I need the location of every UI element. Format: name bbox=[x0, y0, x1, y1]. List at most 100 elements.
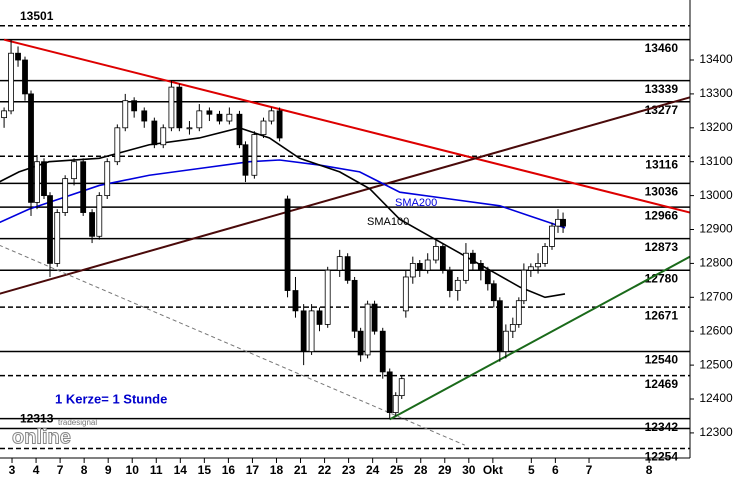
candle-body bbox=[316, 310, 323, 325]
candle-body bbox=[324, 269, 331, 325]
candle-body bbox=[122, 100, 129, 129]
candle-body bbox=[502, 330, 509, 352]
x-tick-label: 7 bbox=[57, 463, 64, 477]
trendline bbox=[3, 38, 691, 214]
x-tick-label: 17 bbox=[246, 463, 260, 477]
x-tick-label: 21 bbox=[294, 463, 308, 477]
candle-body bbox=[520, 269, 527, 302]
y-tick-label: 12600 bbox=[699, 323, 733, 337]
candle-body bbox=[260, 120, 267, 135]
moving-average bbox=[0, 126, 566, 299]
candle-body bbox=[446, 269, 453, 291]
candle-body bbox=[276, 110, 283, 139]
level-label: 12780 bbox=[645, 271, 679, 285]
candle-body bbox=[535, 263, 541, 268]
candle-body bbox=[527, 266, 534, 271]
x-tick-label: 25 bbox=[390, 463, 404, 477]
y-tick-label: 13000 bbox=[699, 188, 733, 202]
level-label: 12671 bbox=[645, 308, 679, 322]
plot-area: 13501 13460 13339 13277 13116 13036 12966 12873… bbox=[0, 9, 691, 464]
y-tick-label: 12700 bbox=[699, 289, 733, 303]
x-tick-label: 22 bbox=[318, 463, 332, 477]
candle-body bbox=[47, 195, 53, 264]
y-tick-label: 13400 bbox=[699, 52, 733, 66]
candle-body bbox=[555, 218, 561, 227]
candle-body bbox=[206, 110, 213, 115]
candle-body bbox=[344, 256, 351, 281]
x-tick-label: 4 bbox=[33, 463, 40, 477]
x-tick-label: 14 bbox=[174, 463, 188, 477]
y-tick-label: 12800 bbox=[699, 256, 733, 270]
candle-body bbox=[168, 86, 175, 129]
x-tick-label: 7 bbox=[586, 463, 593, 477]
candle-body bbox=[236, 113, 243, 146]
candle-body bbox=[160, 127, 167, 146]
candle-body bbox=[351, 279, 358, 332]
x-tick-label: 24 bbox=[366, 463, 380, 477]
candle-body bbox=[477, 263, 484, 271]
candle-body bbox=[41, 161, 47, 197]
candle-body bbox=[439, 246, 446, 271]
candle-body bbox=[141, 110, 148, 122]
candle-body bbox=[484, 269, 491, 285]
level-label: 13277 bbox=[645, 103, 679, 117]
candle-body bbox=[80, 161, 87, 213]
x-tick-label: 8 bbox=[81, 463, 88, 477]
candle-body bbox=[216, 113, 223, 122]
y-tick-label: 12500 bbox=[699, 357, 733, 371]
candle-body bbox=[398, 378, 405, 397]
candle-body bbox=[268, 110, 275, 122]
candle-body bbox=[392, 395, 399, 413]
trendline bbox=[0, 96, 691, 295]
x-tick-label: 28 bbox=[414, 463, 428, 477]
candle-body bbox=[490, 283, 497, 302]
candle-body bbox=[357, 330, 364, 356]
candle-body bbox=[131, 100, 138, 112]
level-label: 13339 bbox=[645, 82, 679, 96]
candle-body bbox=[151, 120, 158, 146]
candle-body bbox=[226, 113, 233, 122]
candle-body bbox=[454, 279, 461, 291]
candle-body bbox=[308, 310, 315, 352]
y-tick-label: 12900 bbox=[699, 222, 733, 236]
level-label: 13501 bbox=[20, 9, 54, 23]
candle-body bbox=[409, 263, 416, 278]
candle-body bbox=[292, 290, 299, 312]
logo-big: online bbox=[12, 426, 71, 448]
trendline bbox=[389, 255, 691, 421]
candle-body bbox=[424, 259, 431, 271]
level-label: 12873 bbox=[645, 240, 679, 254]
candle-body bbox=[560, 218, 566, 227]
series-label: SMA100 bbox=[367, 216, 409, 228]
x-tick-label: 10 bbox=[126, 463, 140, 477]
level-label: 12313 bbox=[20, 412, 54, 426]
candle-body bbox=[432, 246, 439, 261]
x-tick-label: 6 bbox=[552, 463, 559, 477]
candle-body bbox=[284, 198, 291, 291]
x-tick-label: 3 bbox=[9, 463, 16, 477]
candle-body bbox=[196, 110, 203, 129]
level-label: 12540 bbox=[645, 353, 679, 367]
candle-body bbox=[371, 303, 378, 332]
y-tick-label: 13300 bbox=[699, 86, 733, 100]
x-tick-label: 9 bbox=[105, 463, 112, 477]
y-tick-label: 12400 bbox=[699, 391, 733, 405]
x-tick-label: 18 bbox=[270, 463, 284, 477]
x-tick-label: 30 bbox=[462, 463, 476, 477]
level-label: 13460 bbox=[645, 41, 679, 55]
x-tick-label: 15 bbox=[198, 463, 212, 477]
candle-body bbox=[402, 276, 409, 312]
x-tick-label: 23 bbox=[342, 463, 356, 477]
candle-body bbox=[114, 127, 121, 163]
level-label: 13116 bbox=[645, 157, 678, 171]
candle-body bbox=[549, 225, 555, 247]
candle-body bbox=[186, 127, 193, 130]
candle-body bbox=[364, 303, 371, 356]
x-tick-label: Okt bbox=[483, 463, 503, 477]
candle-body bbox=[96, 195, 103, 237]
moving-average bbox=[0, 159, 566, 229]
candle-body bbox=[15, 52, 21, 61]
candle-body bbox=[515, 300, 522, 325]
